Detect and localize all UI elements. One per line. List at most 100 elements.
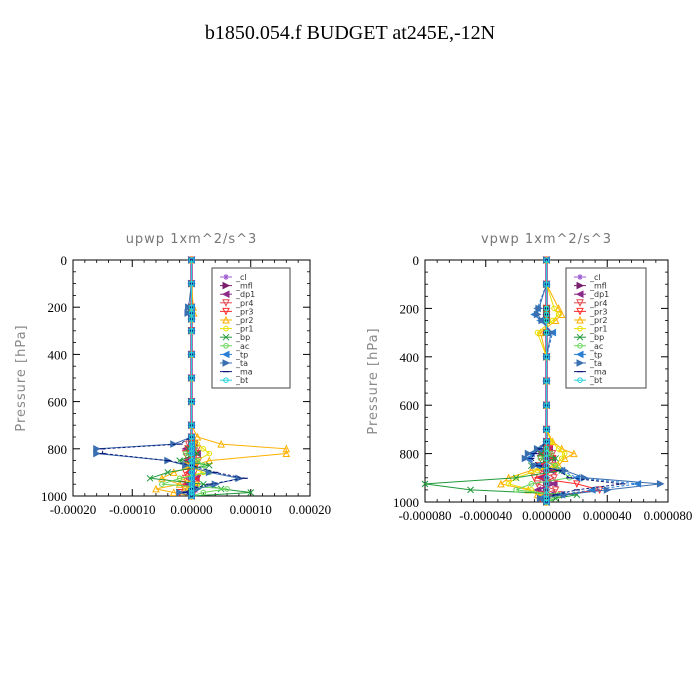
data-point [551, 316, 560, 324]
data-point [146, 474, 154, 482]
data-point [188, 493, 195, 499]
data-point [543, 354, 550, 360]
legend-label: _mfl [589, 282, 607, 291]
legend: _cl_mfl_dp1_pr4_pr3_pr2_pr1_bp_ac_tp_ta_… [565, 267, 647, 389]
data-point [467, 486, 474, 494]
data-point [527, 466, 536, 475]
legend-label: _pr1 [235, 325, 253, 334]
data-point [247, 489, 255, 496]
data-point [543, 281, 550, 288]
legend-label: _ma [235, 368, 253, 377]
data-point [176, 457, 184, 464]
data-point [543, 402, 550, 409]
y-tick-label: 0 [413, 253, 420, 268]
legend-entry: _bt [220, 376, 248, 385]
x-tick-label: 0.00010 [230, 502, 272, 517]
data-point [555, 311, 562, 318]
legend-label: _cl [235, 273, 247, 282]
data-point [533, 444, 542, 453]
legend-entry: _dp1 [220, 290, 255, 299]
y-tick-label: 0 [61, 253, 68, 268]
data-point [217, 439, 225, 448]
x-tick-label: 0.000040 [583, 508, 632, 523]
x-tick-label: -0.00010 [109, 502, 156, 517]
legend-marker [223, 343, 229, 349]
data-point [603, 486, 612, 494]
y-axis-label: Pressure [hPa] [366, 327, 381, 434]
legend-entry: _cl [574, 273, 601, 282]
legend-label: _dp1 [589, 290, 609, 299]
data-point [188, 486, 195, 492]
legend-label: _ta [235, 359, 248, 368]
legend-marker [222, 281, 231, 290]
legend-label: _pr2 [235, 316, 253, 325]
legend-marker [223, 377, 229, 384]
data-point [206, 450, 213, 457]
y-tick-label: 800 [400, 447, 420, 462]
y-tick-label: 200 [400, 301, 420, 316]
data-point [551, 486, 560, 495]
series-line [507, 260, 566, 502]
data-point [543, 495, 550, 502]
data-point [560, 454, 569, 462]
legend-entry: _tp [574, 350, 602, 359]
panel-title: upwp 1xm^2/s^3 [126, 232, 258, 247]
data-point [505, 481, 512, 487]
data-point [533, 480, 542, 488]
data-point [551, 305, 557, 312]
data-point [194, 450, 201, 457]
legend-marker [222, 307, 230, 316]
legend-marker [577, 325, 583, 332]
data-point [536, 328, 545, 337]
data-point [205, 456, 214, 465]
data-point [224, 486, 230, 492]
data-point [93, 444, 101, 453]
y-tick-label: 1000 [393, 495, 419, 510]
legend-entry: _mfl [574, 282, 607, 291]
data-point [188, 257, 195, 263]
data-point [533, 310, 542, 319]
data-point [555, 445, 562, 452]
legend-marker [576, 333, 584, 341]
data-point [543, 378, 550, 384]
legend-entry: _tp [220, 350, 248, 359]
data-point [543, 499, 550, 505]
legend-marker [577, 274, 583, 280]
data-point [176, 475, 183, 482]
legend-entry: _pr1 [574, 325, 607, 334]
legend-label: _ma [589, 368, 607, 377]
legend-entry: _ma [574, 368, 607, 377]
data-point [169, 468, 178, 476]
data-point [543, 257, 550, 263]
data-point [188, 351, 195, 358]
legend-label: _pr3 [235, 307, 253, 316]
legend-marker [222, 359, 231, 367]
data-point [543, 438, 550, 445]
legend-label: _cl [589, 273, 601, 282]
data-point [169, 488, 178, 496]
legend-entry: _bp [220, 333, 250, 342]
legend-label: _mfl [235, 282, 253, 291]
chart-panel-upwp: upwp 1xm^2/s^3 Pressure [hPa] 0 200 400 600 80… [14, 232, 331, 517]
legend-label: _pr3 [589, 307, 607, 316]
data-point [543, 475, 550, 481]
data-point [188, 422, 195, 429]
y-tick-label: 1000 [41, 489, 67, 504]
legend-entry: _pr2 [220, 315, 253, 325]
data-point [656, 480, 665, 488]
chart-panel-vpwp: vpwp 1xm^2/s^3 Pressure [hPa] 0 200 400 600 80… [366, 232, 692, 523]
data-point [175, 480, 184, 488]
data-point [188, 475, 195, 482]
legend-marker [576, 299, 584, 307]
data-point [152, 484, 160, 493]
legend-label: _tp [235, 350, 248, 359]
legend-marker [576, 281, 585, 290]
data-point [554, 304, 563, 312]
data-point [188, 316, 195, 322]
data-point [549, 317, 556, 324]
data-point [536, 494, 545, 503]
legend-label: _pr2 [589, 316, 607, 325]
data-point [570, 449, 578, 458]
data-point [421, 480, 429, 488]
